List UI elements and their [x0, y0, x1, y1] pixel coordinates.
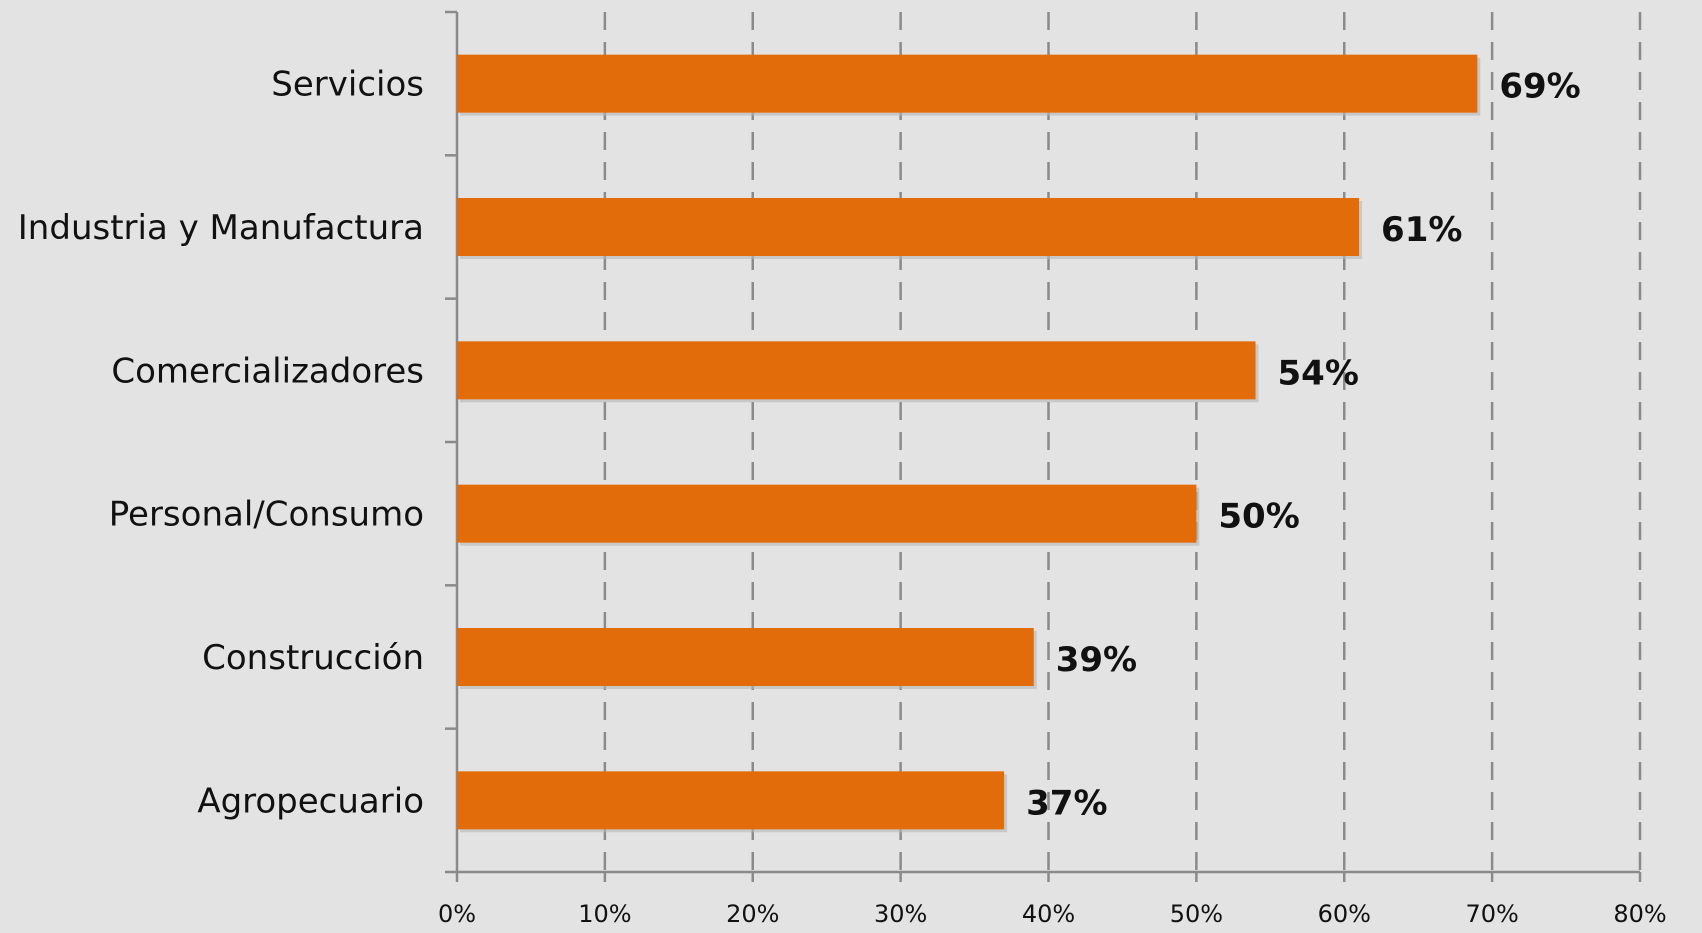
x-tick-label: 80%	[1613, 900, 1666, 928]
category-label: Industria y Manufactura	[18, 208, 424, 248]
data-label: 61%	[1381, 210, 1462, 250]
data-label: 37%	[1026, 783, 1107, 823]
x-tick-label: 60%	[1318, 900, 1371, 928]
category-label: Agropecuario	[197, 781, 424, 821]
x-tick-label: 10%	[578, 900, 631, 928]
x-tick-label: 40%	[1022, 900, 1075, 928]
category-label: Comercializadores	[111, 351, 424, 391]
bar	[457, 55, 1477, 113]
x-tick-label: 0%	[438, 900, 476, 928]
data-label: 50%	[1218, 497, 1299, 537]
data-label: 54%	[1278, 353, 1359, 393]
x-tick-label: 20%	[726, 900, 779, 928]
data-label: 39%	[1056, 640, 1137, 680]
bar	[457, 628, 1034, 686]
x-tick-label: 70%	[1465, 900, 1518, 928]
category-label: Construcción	[202, 638, 424, 678]
data-label: 69%	[1499, 67, 1580, 107]
bar	[457, 341, 1256, 399]
x-tick-label: 30%	[874, 900, 927, 928]
category-label: Personal/Consumo	[109, 495, 424, 535]
category-label: Servicios	[271, 65, 424, 105]
bar	[457, 198, 1359, 256]
bar	[457, 771, 1004, 829]
bar	[457, 485, 1196, 543]
x-tick-label: 50%	[1170, 900, 1223, 928]
